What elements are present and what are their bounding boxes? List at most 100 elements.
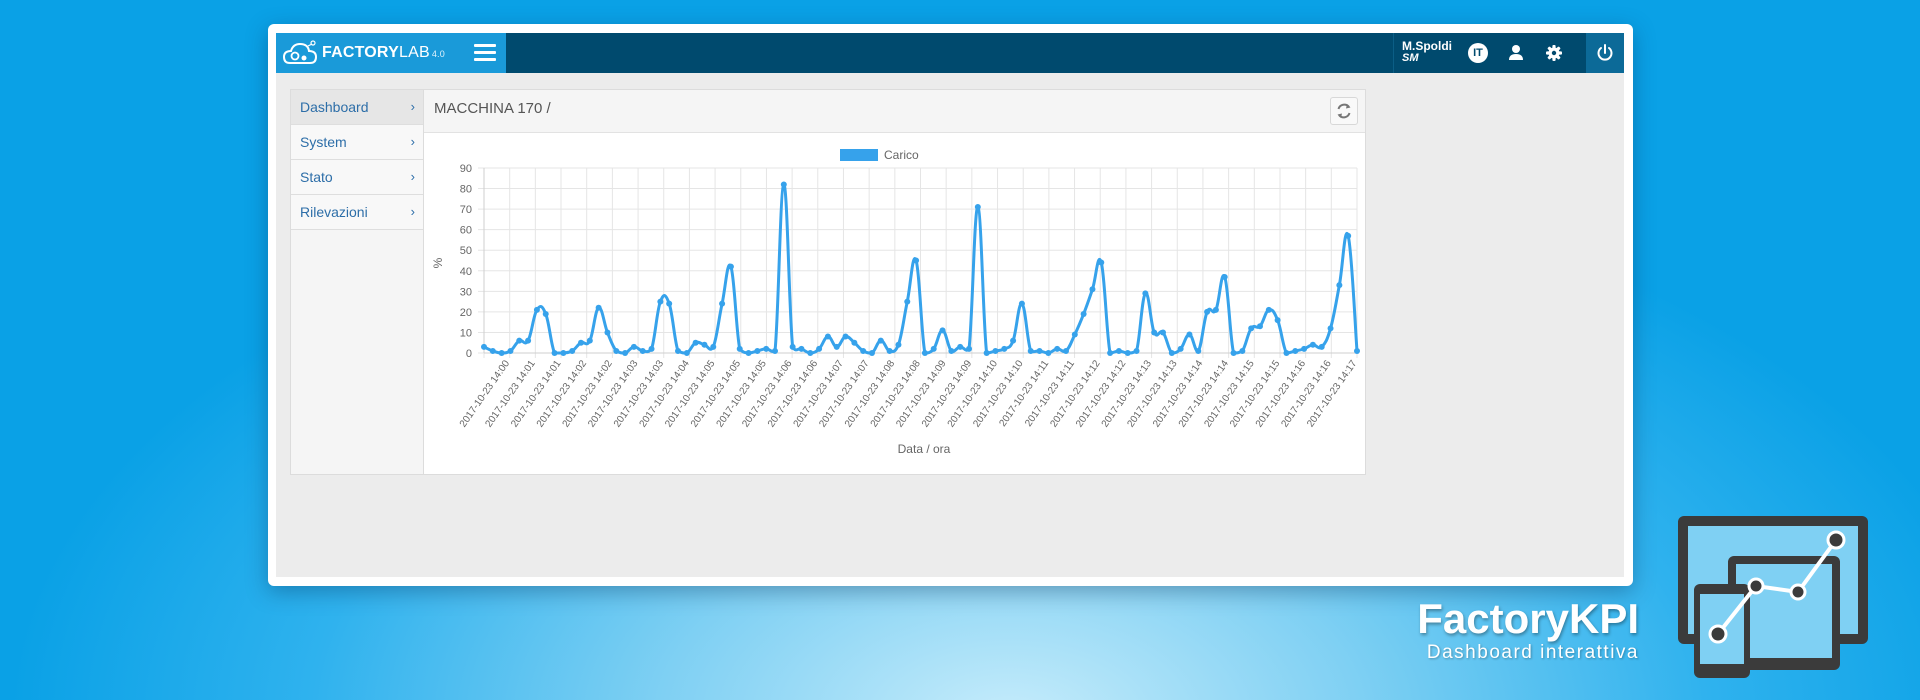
data-point	[983, 350, 990, 356]
y-tick-label: 60	[460, 225, 472, 237]
data-point	[974, 204, 981, 211]
data-point	[516, 337, 523, 344]
data-point	[1239, 347, 1246, 354]
data-point	[1098, 259, 1105, 266]
data-point	[1168, 350, 1175, 356]
data-point	[1115, 347, 1122, 354]
y-tick-label: 30	[460, 286, 472, 298]
data-point	[1186, 331, 1193, 338]
data-point	[507, 347, 514, 354]
data-point	[586, 337, 593, 344]
data-point	[1124, 350, 1131, 356]
logout-button[interactable]	[1586, 33, 1624, 73]
data-point	[1054, 345, 1061, 352]
panel-header: MACCHINA 170 /	[424, 90, 1365, 133]
sidebar-item-dashboard[interactable]: Dashboard ›	[291, 90, 423, 125]
user-info[interactable]: M.Spoldi SM	[1393, 33, 1458, 73]
page-title: MACCHINA 170 /	[434, 100, 551, 117]
data-point	[869, 350, 875, 356]
user-button[interactable]	[1497, 33, 1535, 73]
data-point	[639, 347, 646, 354]
app-container: FACTORYLAB 4.0 M.Spoldi SM IT	[276, 33, 1624, 577]
data-point	[1142, 290, 1149, 297]
data-point	[683, 350, 690, 356]
data-point	[957, 343, 964, 350]
data-point	[913, 257, 920, 264]
sidebar-item-system[interactable]: System ›	[291, 125, 423, 160]
data-point	[1354, 347, 1360, 354]
data-point	[816, 345, 823, 352]
logo-lab: LAB	[398, 44, 430, 61]
refresh-button[interactable]	[1330, 97, 1358, 125]
y-tick-label: 90	[460, 163, 472, 175]
chart-panel: MACCHINA 170 / 0 10 20 30 40 50 60 70 80 90 2017-1…	[423, 89, 1366, 475]
data-point	[921, 350, 928, 356]
data-point	[533, 306, 540, 313]
data-point	[1107, 350, 1114, 356]
language-button[interactable]: IT	[1459, 33, 1497, 73]
data-point	[1018, 300, 1025, 307]
data-point	[710, 343, 717, 350]
power-icon	[1597, 44, 1613, 61]
data-point	[701, 341, 708, 348]
data-point	[1230, 350, 1237, 356]
data-point	[877, 337, 884, 344]
data-point	[1177, 345, 1184, 352]
data-point	[1071, 331, 1078, 338]
chevron-right-icon: ›	[410, 99, 415, 114]
brand-subtitle: Dashboard interattiva	[1426, 642, 1639, 663]
sidebar-item-stato[interactable]: Stato ›	[291, 160, 423, 195]
data-point	[833, 343, 840, 350]
data-point	[719, 300, 726, 307]
user-role: SM	[1402, 52, 1419, 64]
data-point	[1345, 232, 1352, 239]
top-navbar: FACTORYLAB 4.0 M.Spoldi SM IT	[276, 33, 1624, 73]
data-point	[1010, 337, 1017, 344]
data-point	[1212, 306, 1219, 313]
data-point	[1063, 347, 1069, 354]
data-point	[1089, 286, 1096, 293]
data-point	[489, 347, 496, 354]
sidebar-item-label: Dashboard	[300, 99, 369, 115]
sidebar-item-label: Rilevazioni	[300, 204, 368, 220]
data-point	[1080, 310, 1087, 317]
y-tick-label: 80	[460, 184, 472, 196]
data-point	[1160, 329, 1166, 336]
data-point	[772, 347, 778, 354]
settings-button[interactable]	[1535, 33, 1573, 73]
data-point	[1036, 347, 1043, 354]
sidebar: Dashboard › System › Stato › Rilevazioni…	[290, 89, 424, 475]
refresh-icon	[1337, 103, 1351, 119]
logo-text: FACTORYLAB 4.0	[322, 44, 445, 62]
data-point	[595, 304, 602, 311]
data-point	[992, 347, 999, 354]
data-point	[498, 350, 505, 356]
data-point	[569, 347, 576, 354]
x-axis-title: Data / ora	[898, 442, 951, 456]
logo-factory: FACTORY	[322, 44, 399, 61]
data-point	[622, 350, 629, 356]
data-point	[1195, 347, 1202, 354]
data-point	[763, 345, 770, 352]
logo[interactable]: FACTORYLAB 4.0	[276, 33, 464, 73]
data-point	[578, 339, 584, 346]
cloud-gear-icon	[282, 40, 318, 64]
data-point	[542, 310, 549, 317]
data-point	[1265, 306, 1272, 313]
data-point	[525, 337, 532, 344]
y-tick-label: 40	[460, 266, 472, 278]
data-point	[1301, 345, 1308, 352]
data-point	[1204, 308, 1211, 315]
data-point	[895, 341, 902, 348]
language-badge-icon: IT	[1468, 43, 1488, 63]
y-axis-title: %	[431, 257, 445, 268]
data-point	[780, 181, 787, 188]
data-point	[1309, 341, 1316, 348]
y-tick-label: 10	[460, 327, 472, 339]
menu-toggle-button[interactable]	[464, 33, 506, 73]
devices-logo-icon	[1678, 516, 1868, 678]
data-point	[692, 339, 699, 346]
sidebar-item-rilevazioni[interactable]: Rilevazioni ›	[291, 195, 423, 230]
hamburger-icon	[474, 44, 496, 47]
chevron-right-icon: ›	[410, 169, 415, 184]
